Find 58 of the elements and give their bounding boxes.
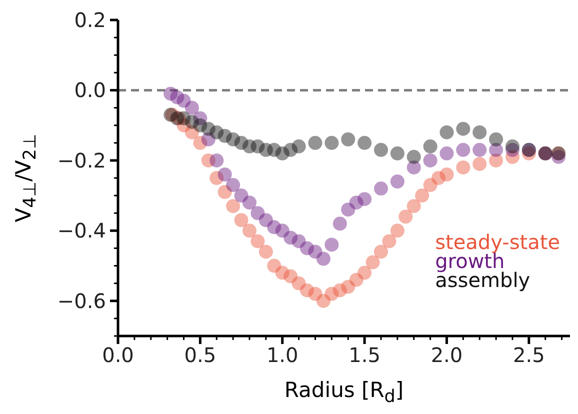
x-tick-label: 2.5 (513, 343, 545, 367)
y-tick-label: −0.2 (57, 148, 106, 172)
point (358, 192, 372, 206)
point (406, 150, 421, 164)
x-axis-title: Radius [R$_{d}$] (283, 378, 405, 408)
y-tick-label: −0.6 (57, 288, 106, 313)
point (292, 139, 306, 154)
point (390, 224, 404, 238)
x-tick-label: 0.5 (184, 343, 216, 367)
point (415, 188, 430, 203)
point (374, 182, 388, 196)
point (456, 142, 470, 157)
point (374, 244, 388, 259)
point (324, 238, 339, 252)
point (308, 136, 322, 150)
point (423, 139, 438, 154)
point (226, 199, 240, 214)
x-tick-label: 0.0 (102, 343, 134, 367)
x-tick-label: 1.0 (266, 343, 298, 367)
point (440, 125, 454, 140)
y-tick-label: 0.2 (74, 8, 106, 32)
point (226, 178, 240, 192)
y-tick-label: −0.4 (57, 218, 106, 243)
point (316, 252, 330, 266)
y-tick-label: 0.0 (74, 78, 106, 102)
point (390, 146, 404, 160)
point (489, 132, 504, 146)
point (258, 244, 273, 259)
point (505, 139, 520, 154)
point (472, 125, 487, 140)
point (184, 100, 199, 115)
point (242, 224, 256, 238)
point (332, 216, 347, 231)
x-tick-label: 2.0 (430, 343, 463, 367)
point (374, 142, 388, 157)
point (234, 213, 248, 228)
point (456, 160, 470, 174)
point (390, 174, 404, 189)
point (472, 156, 487, 171)
point (366, 255, 380, 270)
point (398, 210, 413, 224)
point (250, 234, 265, 248)
series-label: steady-state (435, 230, 560, 254)
point (242, 196, 256, 210)
point (358, 266, 372, 280)
point (440, 146, 454, 160)
point (341, 132, 356, 146)
point (472, 142, 487, 157)
point (358, 136, 372, 150)
point (218, 167, 232, 182)
point (440, 167, 454, 182)
point (423, 153, 438, 168)
point (324, 136, 339, 150)
point (210, 153, 224, 168)
point (382, 234, 396, 248)
x-tick-label: 1.5 (348, 343, 380, 367)
point (406, 199, 421, 214)
point (456, 122, 470, 136)
